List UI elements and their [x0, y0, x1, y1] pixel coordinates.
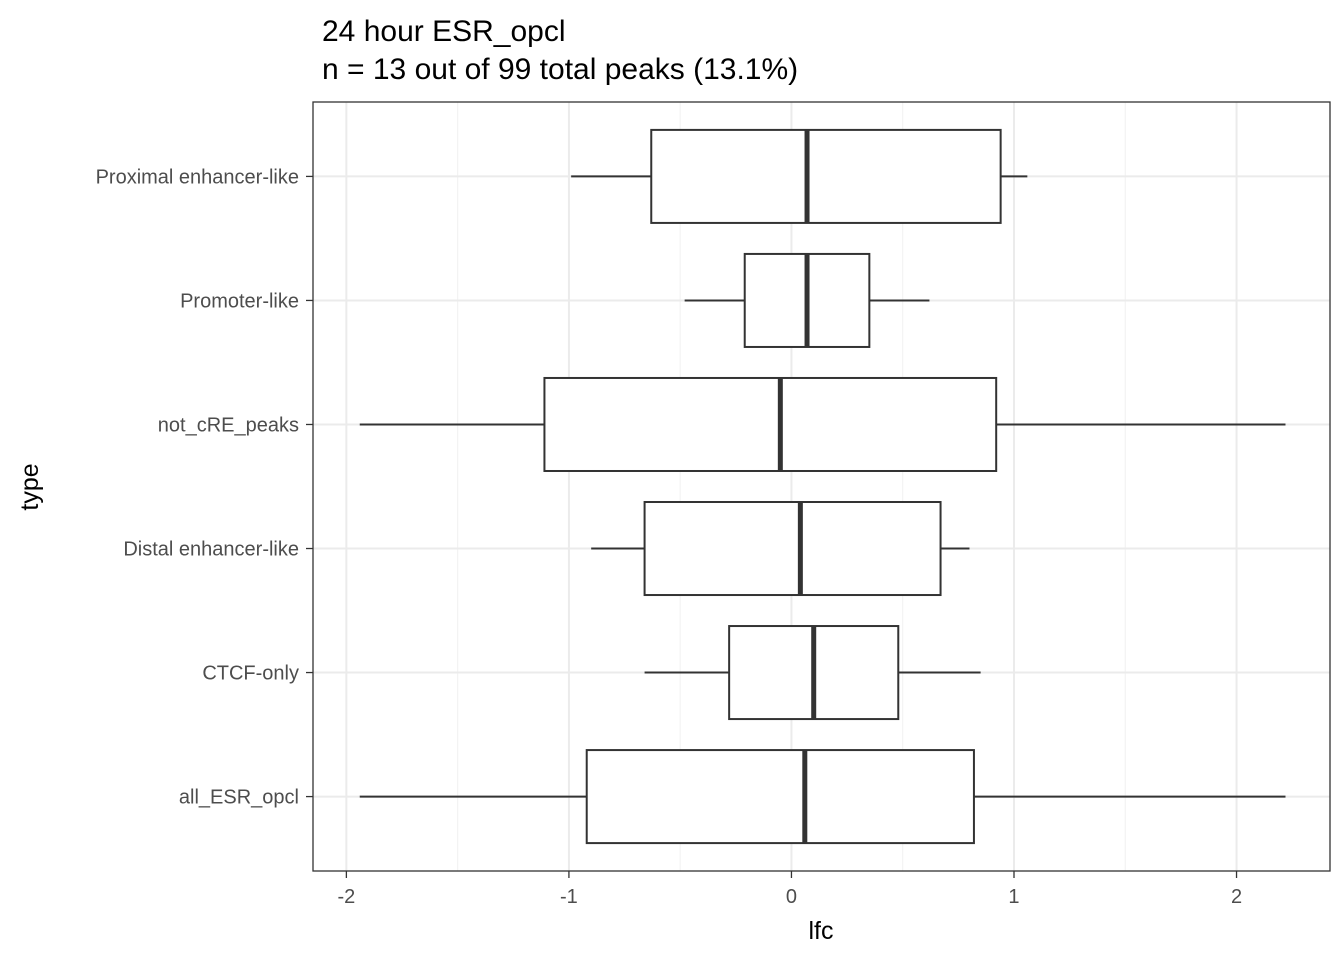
y-axis-title: type — [16, 463, 44, 510]
box-iqr — [650, 128, 1002, 224]
panel-border — [312, 101, 1331, 872]
y-tick-label: not_cRE_peaks — [158, 414, 299, 436]
x-tick-label: 1 — [1008, 886, 1019, 908]
box-Distal enhancer-like — [591, 501, 970, 597]
box-all_ESR_opcl — [359, 749, 1286, 845]
x-axis-ticks: -2 -1 0 1 2 — [337, 871, 1242, 908]
chart-title: 24 hour ESR_opcl — [322, 15, 566, 48]
box-iqr — [585, 749, 975, 845]
y-tick-label: Proximal enhancer-like — [96, 166, 299, 188]
x-tick-label: 2 — [1231, 886, 1242, 908]
y-tick-label: Distal enhancer-like — [123, 539, 299, 561]
box-iqr — [643, 501, 942, 597]
box-CTCF-only — [644, 625, 981, 721]
box-not_cRE_peaks — [359, 376, 1286, 472]
x-tick-label: -2 — [337, 886, 355, 908]
box-Promoter-like — [684, 252, 930, 348]
x-tick-label: 0 — [786, 886, 797, 908]
box-series — [359, 128, 1286, 845]
box-iqr — [543, 376, 998, 472]
y-tick-label: all_ESR_opcl — [179, 787, 299, 809]
y-tick-label: Promoter-like — [180, 290, 299, 312]
x-axis-title: lfc — [809, 917, 834, 945]
y-axis-ticks: Proximal enhancer-like Promoter-like not_c… — [96, 166, 313, 809]
box-Proximal enhancer-like — [571, 128, 1028, 224]
x-tick-label: -1 — [560, 886, 578, 908]
y-tick-label: CTCF-only — [202, 663, 299, 685]
chart-subtitle: n = 13 out of 99 total peaks (13.1%) — [322, 53, 798, 86]
